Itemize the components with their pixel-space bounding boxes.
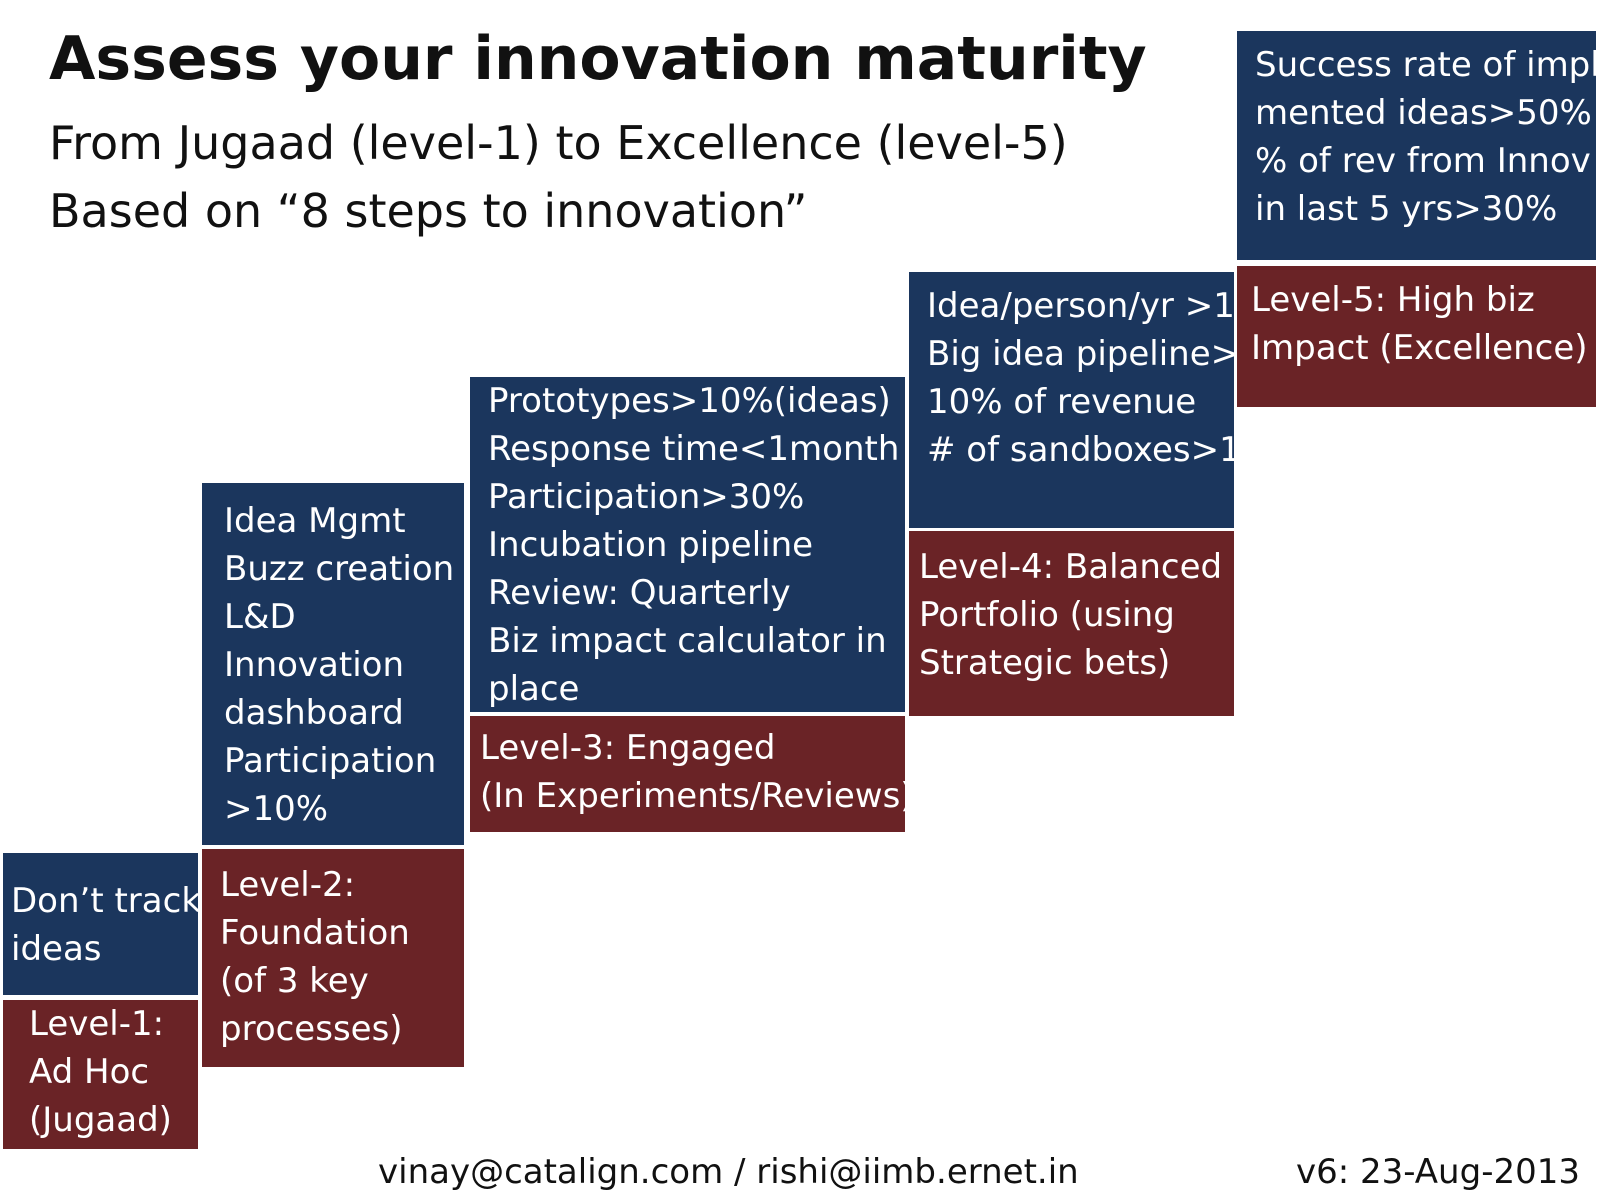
text-line: Innovation <box>224 645 405 685</box>
criteria-box: Prototypes>10%(ideas) Response time<1mont… <box>470 377 905 712</box>
text-line: Idea/person/yr >1 <box>927 286 1234 326</box>
text-line: Level-1: <box>29 1004 165 1044</box>
text-line: Don’t track <box>11 881 198 921</box>
text-line: Level-4: Balanced <box>919 547 1223 587</box>
text-line: (Jugaad) <box>29 1100 172 1140</box>
text-line: ideas <box>11 929 102 969</box>
text-line: Success rate of imple <box>1255 45 1596 85</box>
text-line: Buzz creation <box>224 549 455 589</box>
text-line: in last 5 yrs>30% <box>1255 189 1558 229</box>
level-box: Level-4: Balanced Portfolio (using Strateg… <box>909 531 1234 716</box>
criteria-box: Idea/person/yr >1 Big idea pipeline> 10% o… <box>909 272 1234 528</box>
level-box: Level-5: High biz Impact (Excellence) <box>1237 266 1596 407</box>
text-line: Portfolio (using <box>919 595 1175 635</box>
title: Assess your innovation maturity <box>49 24 1147 94</box>
subtitle: Based on “8 steps to innovation” <box>49 184 808 238</box>
text-line: (of 3 key <box>220 961 369 1001</box>
text-line: # of sandboxes>1 <box>927 430 1234 470</box>
subtitle: From Jugaad (level-1) to Excellence (lev… <box>49 116 1068 170</box>
text-line: % of rev from Innov <box>1255 141 1591 181</box>
text-line: 10% of revenue <box>927 382 1197 422</box>
text-line: Ad Hoc <box>29 1052 150 1092</box>
text-line: Level-3: Engaged <box>480 728 776 768</box>
text-line: Prototypes>10%(ideas) <box>488 381 891 421</box>
text-line: Participation>30% <box>488 477 805 517</box>
text-line: processes) <box>220 1009 403 1049</box>
criteria-box: Idea Mgmt Buzz creation L&D Innovation dashb… <box>202 483 464 845</box>
text-line: dashboard <box>224 693 404 733</box>
contact: vinay@catalign.com / rishi@iimb.ernet.in <box>378 1152 1079 1192</box>
text-line: Strategic bets) <box>919 643 1171 683</box>
level-box: Level-2: Foundation (of 3 key processes) <box>202 849 464 1067</box>
text-line: Review: Quarterly <box>488 573 791 613</box>
text-line: Incubation pipeline <box>488 525 814 565</box>
level-box: Level-1: Ad Hoc (Jugaad) <box>3 1000 198 1149</box>
version: v6: 23-Aug-2013 <box>1296 1152 1580 1192</box>
level-box: Level-3: Engaged (In Experiments/Reviews) <box>470 716 905 832</box>
text-line: Foundation <box>220 913 410 953</box>
text-line: >10% <box>224 789 329 829</box>
text-line: L&D <box>224 597 296 637</box>
text-line: place <box>488 669 580 709</box>
text-line: Response time<1month <box>488 429 900 469</box>
criteria-box: Success rate of imple mented ideas>50% % o… <box>1237 31 1596 260</box>
text-line: Level-2: <box>220 865 356 905</box>
text-line: Impact (Excellence) <box>1251 328 1588 368</box>
text-line: mented ideas>50% <box>1255 93 1592 133</box>
text-line: (In Experiments/Reviews) <box>480 776 905 816</box>
text-line: Level-5: High biz <box>1251 280 1535 320</box>
text-line: Biz impact calculator in <box>488 621 887 661</box>
text-line: Big idea pipeline> <box>927 334 1234 374</box>
text-line: Participation <box>224 741 437 781</box>
criteria-box: Don’t track ideas <box>3 853 198 995</box>
text-line: Idea Mgmt <box>224 501 406 541</box>
